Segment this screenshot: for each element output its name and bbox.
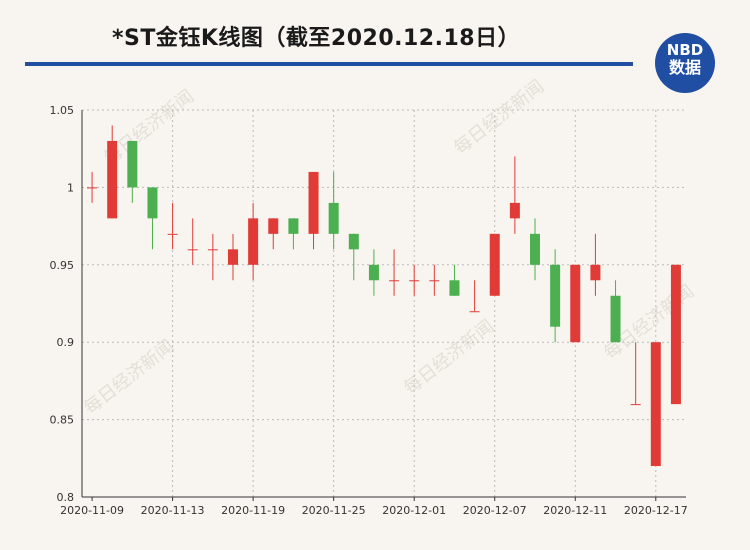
logo-text-data: 数据: [668, 58, 701, 77]
x-tick-label: 2020-11-25: [302, 504, 366, 517]
candle: [530, 218, 540, 281]
candle-body: [630, 404, 641, 406]
candle: [207, 233, 218, 281]
candle-body: [248, 218, 259, 265]
candle: [469, 280, 480, 313]
candle-body: [328, 202, 339, 234]
candle: [308, 171, 319, 250]
candle: [509, 156, 520, 234]
candle: [288, 218, 299, 250]
candle-body: [530, 233, 540, 265]
candle: [670, 264, 681, 405]
x-tick-label: 2020-12-11: [543, 504, 607, 517]
chart-title: *ST金钰K线图（截至2020.12.18日）: [112, 26, 521, 51]
candle-body: [107, 140, 118, 219]
candle-body: [187, 249, 198, 251]
candle-body: [509, 202, 520, 219]
y-tick-label: 0.95: [50, 259, 75, 272]
candle: [228, 233, 238, 281]
candle: [630, 342, 641, 406]
candle: [650, 342, 661, 467]
candle: [590, 233, 601, 296]
candle-body: [650, 342, 661, 467]
candle: [550, 249, 561, 343]
x-tick-label: 2020-11-19: [221, 504, 285, 517]
candle: [348, 233, 359, 281]
candle: [248, 202, 259, 281]
candle: [610, 280, 621, 343]
candle-body: [469, 311, 480, 313]
candle: [147, 187, 158, 250]
x-tick-label: 2020-12-17: [624, 504, 688, 517]
candle-body: [228, 249, 238, 265]
candle: [409, 264, 420, 296]
x-tick-label: 2020-11-09: [60, 504, 124, 517]
axes-layer: 0.8 0.85 0.9 0.95 1 1.05 2020-11-09 2020-11-13 2…: [50, 104, 688, 517]
candle: [429, 264, 440, 296]
candle-body: [550, 264, 561, 327]
candle-body: [489, 233, 500, 296]
candle: [368, 249, 379, 296]
grid-layer: [82, 109, 686, 497]
candle: [127, 140, 138, 203]
y-tick-label: 1: [67, 181, 74, 194]
candle-body: [389, 280, 400, 282]
nbd-data-logo: NBD 数据: [655, 33, 715, 93]
candle: [268, 218, 279, 250]
candle: [328, 171, 339, 250]
logo-text-nbd: NBD: [666, 41, 704, 59]
candle-body: [308, 171, 319, 234]
candle-body: [288, 218, 299, 234]
candle-body: [87, 187, 98, 189]
candle-body: [610, 295, 621, 343]
candle-body: [207, 249, 218, 251]
watermark-text: 每日经济新闻: [450, 76, 548, 159]
candle-body: [167, 233, 178, 235]
candle: [389, 249, 400, 296]
candle: [570, 264, 581, 343]
candle-body: [368, 264, 379, 281]
candle-body: [147, 187, 158, 219]
candle: [87, 171, 98, 203]
candle: [449, 264, 460, 296]
candle-body: [590, 264, 601, 281]
y-tick-label: 0.85: [50, 414, 75, 427]
candle-body: [670, 264, 681, 405]
candle-body: [429, 280, 440, 282]
candle-body: [409, 280, 420, 282]
candle-body: [570, 264, 581, 343]
watermark-text: 每日经济新闻: [80, 336, 178, 419]
candle-body: [268, 218, 279, 234]
y-tick-label: 1.05: [50, 104, 75, 117]
title-underline: [25, 62, 633, 66]
candle-body: [127, 140, 138, 188]
x-tick-label: 2020-11-13: [141, 504, 205, 517]
x-tick-label: 2020-12-07: [463, 504, 527, 517]
candle: [187, 218, 198, 265]
candle-body: [348, 233, 359, 250]
candle: [167, 202, 178, 250]
candle: [489, 233, 500, 296]
x-tick-label: 2020-12-01: [382, 504, 446, 517]
candle: [107, 125, 118, 219]
watermark-text: 每日经济新闻: [400, 316, 498, 399]
y-tick-label: 0.8: [57, 491, 75, 504]
y-tick-label: 0.9: [57, 336, 75, 349]
candle-body: [449, 280, 460, 296]
candles-layer: [87, 125, 681, 467]
